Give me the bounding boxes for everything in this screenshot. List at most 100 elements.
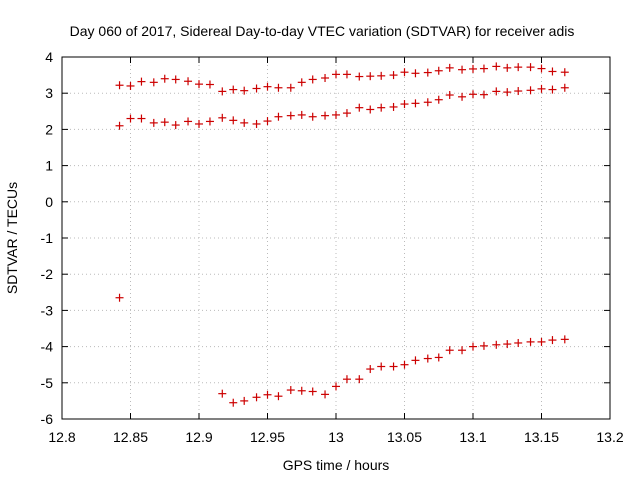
x-tick-label: 12.95 xyxy=(250,429,285,445)
data-point-middle xyxy=(434,95,443,104)
data-point-lower xyxy=(218,389,227,398)
data-point-middle xyxy=(366,105,375,114)
data-point-lower xyxy=(526,337,535,346)
data-point-middle xyxy=(389,102,398,111)
data-point-lower xyxy=(321,390,330,399)
data-point-middle xyxy=(342,109,351,118)
y-tick-label: -2 xyxy=(41,266,54,282)
data-point-middle xyxy=(400,100,409,109)
data-point-lower xyxy=(445,346,454,355)
data-point-upper xyxy=(479,64,488,73)
x-tick-label: 13.15 xyxy=(524,429,559,445)
data-point-middle xyxy=(218,113,227,122)
data-point-lower xyxy=(355,375,364,384)
data-point-upper xyxy=(115,81,124,90)
y-tick-label: 2 xyxy=(45,121,53,137)
y-tick-label: -5 xyxy=(41,375,54,391)
data-point-upper xyxy=(126,81,135,90)
data-point-middle xyxy=(458,92,467,101)
data-point-lower xyxy=(548,336,557,345)
data-point-lower xyxy=(308,387,317,396)
data-point-lower xyxy=(560,335,569,344)
x-tick-label: 12.85 xyxy=(113,429,148,445)
data-point-middle xyxy=(537,84,546,93)
data-point-lower xyxy=(115,293,124,302)
data-point-middle xyxy=(115,121,124,130)
data-point-middle xyxy=(355,103,364,112)
data-point-lower xyxy=(458,346,467,355)
data-point-upper xyxy=(492,62,501,71)
x-tick-label: 13.05 xyxy=(387,429,422,445)
data-point-upper xyxy=(195,80,203,89)
data-point-middle xyxy=(492,87,501,96)
data-point-upper xyxy=(526,63,535,72)
data-point-lower xyxy=(514,338,523,347)
data-point-upper xyxy=(434,66,443,75)
data-point-middle xyxy=(332,110,340,119)
y-tick-label: 1 xyxy=(45,158,53,174)
data-point-upper xyxy=(240,86,249,95)
y-tick-labels: -6 -5 -4 -3 -2 -1 0 1 2 3 4 xyxy=(41,49,54,427)
x-tick-label: 12.8 xyxy=(48,429,75,445)
data-point-middle xyxy=(423,98,432,107)
data-point-upper xyxy=(252,84,261,93)
data-point-lower xyxy=(492,340,501,349)
data-point-middle xyxy=(548,85,557,94)
y-tick-label: -3 xyxy=(41,302,54,318)
data-point-lower xyxy=(503,340,512,349)
data-point-upper xyxy=(205,80,214,89)
data-point-upper xyxy=(160,74,169,83)
data-point-middle xyxy=(308,112,317,121)
data-point-upper xyxy=(366,72,375,81)
data-point-upper xyxy=(411,69,420,78)
data-point-upper xyxy=(171,75,180,84)
data-point-upper xyxy=(458,65,467,74)
data-point-upper xyxy=(377,71,386,80)
data-point-middle xyxy=(205,117,214,126)
data-point-middle xyxy=(469,90,477,99)
data-point-middle xyxy=(377,103,386,112)
data-point-lower xyxy=(389,362,398,371)
data-point-upper xyxy=(263,82,272,91)
y-tick-label: -4 xyxy=(41,339,54,355)
data-point-middle xyxy=(479,90,488,99)
x-tick-label: 12.9 xyxy=(185,429,212,445)
data-point-upper xyxy=(560,68,569,77)
data-point-upper xyxy=(229,85,238,94)
x-tick-label: 13 xyxy=(328,429,344,445)
data-point-upper xyxy=(184,77,193,86)
data-point-upper xyxy=(286,83,295,92)
data-point-upper xyxy=(514,63,523,72)
data-point-lower xyxy=(479,341,488,350)
data-point-lower xyxy=(434,353,443,362)
data-point-middle xyxy=(252,119,261,128)
data-point-middle xyxy=(503,88,512,97)
tick-marks xyxy=(61,56,611,420)
data-point-upper xyxy=(332,70,340,79)
data-point-middle xyxy=(286,111,295,120)
data-point-middle xyxy=(263,117,272,126)
data-points xyxy=(115,62,569,407)
data-point-lower xyxy=(252,393,261,402)
data-point-middle xyxy=(526,86,535,95)
data-point-middle xyxy=(171,121,180,130)
y-tick-label: 3 xyxy=(45,85,53,101)
y-axis-label: SDTVAR / TECUs xyxy=(4,182,20,294)
x-tick-label: 13.1 xyxy=(459,429,486,445)
data-point-upper xyxy=(149,78,158,87)
data-point-upper xyxy=(308,75,317,84)
x-tick-labels: 12.8 12.85 12.9 12.95 13 13.05 13.1 13.15 13.2 xyxy=(48,429,623,445)
y-tick-label: 0 xyxy=(45,194,53,210)
data-point-middle xyxy=(411,99,420,108)
data-point-middle xyxy=(195,119,203,128)
data-point-lower xyxy=(297,386,306,395)
data-point-upper xyxy=(137,77,146,86)
data-point-upper xyxy=(321,73,330,82)
data-point-middle xyxy=(297,110,306,119)
data-point-middle xyxy=(184,117,193,126)
x-axis-label: GPS time / hours xyxy=(283,457,390,473)
data-point-upper xyxy=(548,67,557,76)
y-tick-label: -1 xyxy=(41,230,54,246)
data-point-lower xyxy=(377,362,386,371)
